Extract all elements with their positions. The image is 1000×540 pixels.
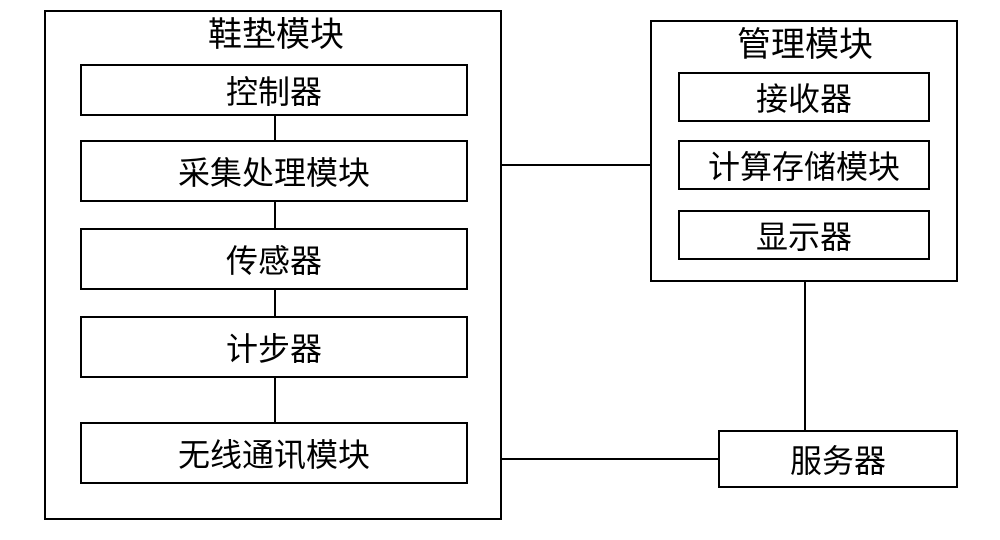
connector-line bbox=[502, 458, 718, 460]
block-wireless: 无线通讯模块 bbox=[80, 422, 468, 484]
block-compute-label: 计算存储模块 bbox=[708, 142, 900, 188]
block-pedometer-label: 计步器 bbox=[226, 324, 322, 370]
block-sensor-label: 传感器 bbox=[226, 236, 322, 282]
block-acq-label: 采集处理模块 bbox=[178, 148, 370, 194]
connector-line bbox=[502, 164, 650, 166]
block-sensor: 传感器 bbox=[80, 228, 468, 290]
block-server-label: 服务器 bbox=[790, 436, 886, 482]
diagram-canvas: 鞋垫模块 控制器 采集处理模块 传感器 计步器 无线通讯模块 管理模块 接收器 … bbox=[0, 0, 1000, 540]
block-display: 显示器 bbox=[678, 210, 930, 260]
block-receiver: 接收器 bbox=[678, 72, 930, 122]
connector-line bbox=[804, 282, 806, 430]
block-receiver-label: 接收器 bbox=[756, 74, 852, 120]
block-pedometer: 计步器 bbox=[80, 316, 468, 378]
block-compute: 计算存储模块 bbox=[678, 140, 930, 190]
connector-line bbox=[274, 116, 276, 140]
block-display-label: 显示器 bbox=[756, 212, 852, 258]
connector-line bbox=[274, 290, 276, 316]
block-controller-label: 控制器 bbox=[226, 67, 322, 113]
block-acq: 采集处理模块 bbox=[80, 140, 468, 202]
block-wireless-label: 无线通讯模块 bbox=[178, 430, 370, 476]
block-server: 服务器 bbox=[718, 430, 958, 488]
connector-line bbox=[274, 378, 276, 422]
connector-line bbox=[274, 202, 276, 228]
block-controller: 控制器 bbox=[80, 64, 468, 116]
module-management-title: 管理模块 bbox=[720, 26, 890, 67]
module-insole-title: 鞋垫模块 bbox=[166, 16, 386, 57]
